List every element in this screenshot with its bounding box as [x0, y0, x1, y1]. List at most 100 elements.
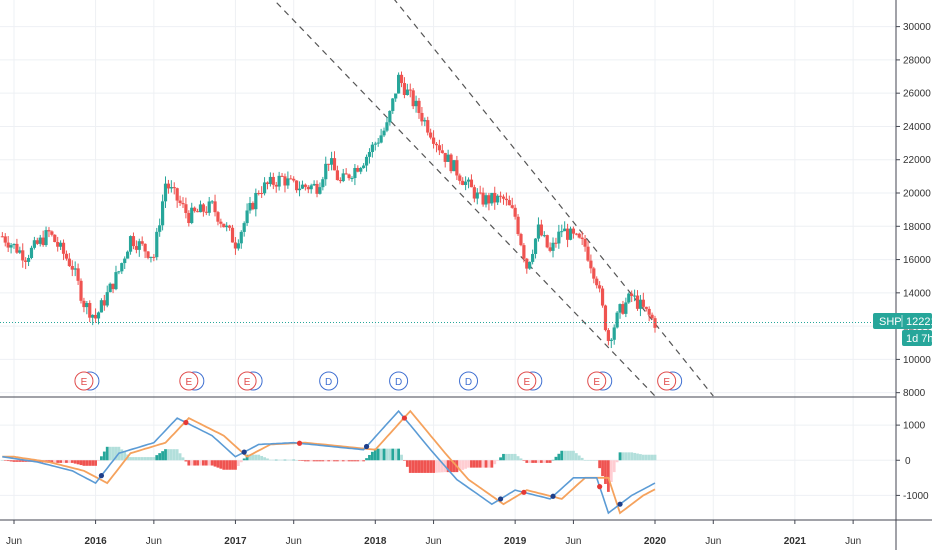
- candle-body: [565, 228, 570, 240]
- histogram-bar: [134, 457, 138, 461]
- crossover-dot: [550, 493, 556, 499]
- histogram-bar: [239, 460, 243, 463]
- candle-body: [568, 228, 573, 240]
- histogram-bar: [633, 452, 637, 461]
- histogram-bar: [592, 460, 596, 461]
- candle-body: [146, 251, 150, 258]
- histogram-bar: [598, 460, 602, 469]
- time-tick-label: Jun: [845, 536, 861, 547]
- candle-body: [545, 235, 549, 248]
- candle-body: [417, 100, 421, 113]
- candle-body: [131, 236, 136, 247]
- candle-body: [586, 246, 590, 261]
- histogram-bar: [391, 448, 395, 461]
- candle-body: [370, 144, 374, 153]
- candle-body: [490, 192, 494, 204]
- price-tick-label: 24000: [903, 122, 931, 133]
- candle-body: [615, 312, 619, 328]
- histogram-bar: [516, 456, 520, 461]
- candle-body: [653, 318, 657, 328]
- histogram-bar: [181, 457, 185, 461]
- candle-body: [163, 183, 168, 202]
- candle-body: [522, 245, 526, 259]
- histogram-bar: [137, 457, 141, 461]
- candle-body: [82, 300, 86, 308]
- candle-body: [38, 237, 42, 244]
- histogram-bar: [484, 460, 488, 468]
- histogram-bar: [303, 460, 307, 462]
- candle-body: [207, 201, 211, 213]
- event-marker-label: E: [593, 377, 600, 388]
- candle-body: [0, 236, 4, 238]
- candle-body: [300, 184, 305, 189]
- candle-body: [362, 165, 366, 168]
- histogram-bar: [91, 460, 95, 466]
- event-marker: [459, 371, 479, 391]
- histogram-bar: [653, 454, 657, 461]
- candle-body: [551, 242, 555, 251]
- candle-body: [9, 245, 13, 248]
- candle-body: [501, 196, 506, 199]
- histogram-bar: [560, 450, 564, 461]
- crossover-dot: [296, 440, 303, 446]
- histogram-bar: [537, 460, 540, 463]
- candle-body: [309, 185, 313, 190]
- candle-body: [507, 200, 511, 206]
- candle-body: [388, 110, 392, 123]
- histogram-bar: [97, 460, 100, 462]
- candle-body: [248, 202, 252, 211]
- histogram-bar: [379, 448, 383, 461]
- histogram-bar: [6, 460, 10, 462]
- event-marker: [389, 371, 409, 391]
- histogram-bar: [263, 457, 266, 461]
- event-marker: [587, 371, 607, 391]
- histogram-bar: [254, 454, 258, 461]
- event-marker-label: D: [395, 377, 402, 388]
- candle-body: [466, 179, 471, 182]
- event-marker-label: D: [325, 377, 332, 388]
- candle-body: [434, 143, 439, 146]
- event-marker: [319, 371, 339, 391]
- histogram-bar: [458, 460, 462, 471]
- candle-body: [519, 234, 523, 246]
- time-tick-label: Jun: [565, 536, 581, 547]
- histogram-bar: [79, 460, 83, 466]
- histogram-bar: [528, 460, 532, 463]
- candle-body: [222, 223, 226, 228]
- candle-body: [650, 314, 654, 319]
- candle-body: [26, 257, 31, 262]
- histogram-bar: [507, 453, 511, 461]
- histogram-bar: [382, 448, 386, 461]
- trend-channel[interactable]: [200, 0, 714, 397]
- candle-body: [108, 283, 112, 293]
- candle-body: [172, 187, 176, 189]
- histogram-bar: [580, 457, 584, 461]
- candle-body: [496, 195, 500, 203]
- candle-body: [265, 182, 270, 185]
- histogram-bar: [152, 457, 156, 461]
- candle-body: [35, 240, 39, 244]
- candle-body: [114, 272, 118, 290]
- histogram-bar: [216, 460, 220, 468]
- candle-body: [609, 339, 613, 341]
- histogram-bar: [146, 457, 150, 461]
- candle-body: [44, 230, 48, 246]
- histogram-bar: [175, 449, 179, 461]
- histogram-bar: [108, 446, 112, 461]
- time-tick-label: Jun: [426, 536, 442, 547]
- histogram-bar: [271, 459, 275, 461]
- histogram-bar: [213, 460, 217, 467]
- histogram-bar: [376, 448, 380, 461]
- signal-line: [2, 409, 656, 515]
- histogram-bar: [132, 457, 135, 461]
- crossover-dot: [241, 449, 247, 455]
- osc-tick-label: 1000: [903, 421, 926, 432]
- histogram-bar: [449, 460, 453, 473]
- histogram-bar: [193, 460, 197, 466]
- histogram-bar: [129, 457, 132, 461]
- histogram-bar: [510, 453, 514, 461]
- candlestick-series: [0, 71, 657, 349]
- macd-oscillator: [0, 396, 932, 515]
- chart-grid: [0, 0, 896, 520]
